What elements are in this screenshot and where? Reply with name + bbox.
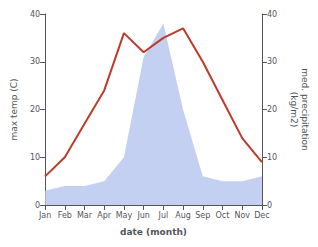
svg-text:Jul: Jul [158, 211, 169, 220]
svg-text:Aug: Aug [175, 211, 191, 220]
svg-text:Jun: Jun [136, 211, 150, 220]
svg-text:20: 20 [267, 105, 277, 114]
svg-text:date (month): date (month) [120, 227, 187, 237]
svg-text:May: May [116, 211, 133, 220]
svg-text:0: 0 [35, 201, 40, 210]
svg-text:30: 30 [30, 57, 40, 66]
svg-text:10: 10 [267, 153, 277, 162]
svg-text:(kg/m2): (kg/m2) [289, 92, 299, 127]
svg-text:Nov: Nov [234, 211, 250, 220]
svg-text:Dec: Dec [254, 211, 269, 220]
svg-text:Sep: Sep [195, 211, 210, 220]
svg-text:0: 0 [267, 201, 272, 210]
svg-text:20: 20 [30, 105, 40, 114]
svg-text:10: 10 [30, 153, 40, 162]
svg-text:40: 40 [267, 10, 277, 19]
svg-text:Oct: Oct [216, 211, 230, 220]
svg-text:30: 30 [267, 57, 277, 66]
svg-text:Feb: Feb [58, 211, 72, 220]
svg-text:med. precipitation: med. precipitation [300, 68, 310, 150]
svg-text:max temp (C): max temp (C) [9, 78, 19, 140]
svg-text:Mar: Mar [77, 211, 93, 220]
svg-text:40: 40 [30, 10, 40, 19]
svg-text:Apr: Apr [97, 211, 112, 220]
svg-text:Jan: Jan [38, 211, 51, 220]
